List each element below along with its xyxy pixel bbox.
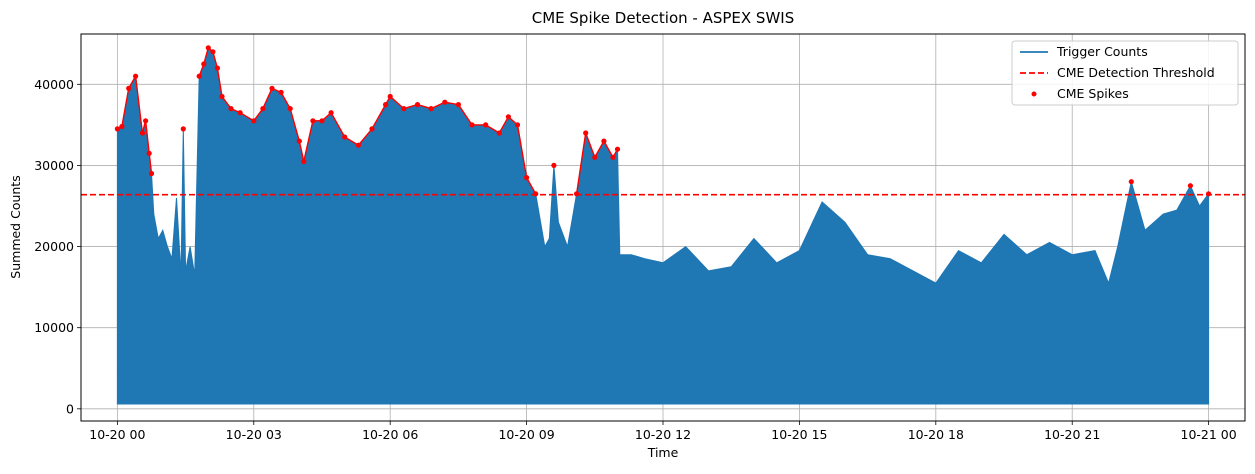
cme-spike-point bbox=[201, 61, 207, 67]
x-tick-label: 10-20 12 bbox=[635, 427, 691, 442]
legend-label-cme-spikes: CME Spikes bbox=[1057, 86, 1129, 101]
y-tick-label: 10000 bbox=[34, 320, 74, 335]
chart-title: CME Spike Detection - ASPEX SWIS bbox=[532, 9, 795, 27]
cme-spike-point bbox=[1187, 183, 1193, 189]
cme-spike-point bbox=[583, 130, 589, 136]
y-tick-label: 30000 bbox=[34, 158, 74, 173]
cme-spike-point bbox=[180, 126, 186, 132]
x-tick-label: 10-20 00 bbox=[89, 427, 145, 442]
x-tick-label: 10-20 15 bbox=[771, 427, 827, 442]
y-axis-label: Summed Counts bbox=[8, 175, 23, 278]
legend: Trigger Counts CME Detection Threshold C… bbox=[1011, 40, 1239, 106]
legend-box bbox=[1011, 40, 1239, 106]
cme-spike-point bbox=[196, 73, 202, 79]
cme-spike-points bbox=[81, 45, 1245, 196]
x-tick-label: 10-20 21 bbox=[1044, 427, 1100, 442]
x-axis-ticks: 10-20 00 10-20 03 10-20 06 10-20 09 10-20 12… bbox=[89, 421, 1237, 442]
legend-label-threshold: CME Detection Threshold bbox=[1057, 65, 1215, 80]
x-tick-label: 10-20 09 bbox=[498, 427, 554, 442]
cme-spike-point bbox=[1128, 179, 1134, 185]
legend-swatch-cme-spikes bbox=[1031, 91, 1037, 97]
y-tick-label: 40000 bbox=[34, 77, 74, 92]
x-axis-label: Time bbox=[647, 445, 679, 460]
x-tick-label: 10-20 03 bbox=[226, 427, 282, 442]
y-tick-label: 0 bbox=[66, 401, 74, 416]
cme-spike-point bbox=[1206, 191, 1212, 197]
x-tick-label: 10-21 00 bbox=[1181, 427, 1237, 442]
cme-spike-point bbox=[551, 162, 557, 168]
plot-area bbox=[116, 46, 1210, 405]
x-tick-label: 10-20 18 bbox=[908, 427, 964, 442]
y-tick-label: 20000 bbox=[34, 239, 74, 254]
legend-label-trigger-counts: Trigger Counts bbox=[1056, 44, 1148, 59]
y-axis-ticks: 0 10000 20000 30000 40000 bbox=[34, 77, 81, 416]
x-tick-label: 10-20 06 bbox=[362, 427, 418, 442]
trigger-counts-series bbox=[116, 46, 1210, 405]
cme-spike-point bbox=[614, 146, 621, 152]
